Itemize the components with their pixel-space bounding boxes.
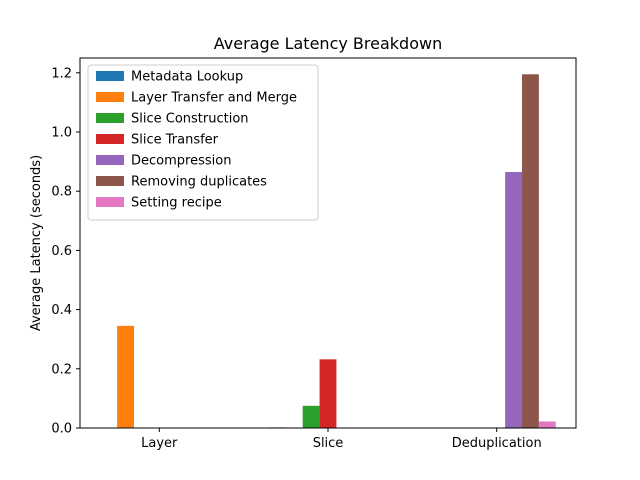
bar-removing-duplicates-deduplication	[522, 74, 539, 428]
y-axis-label: Average Latency (seconds)	[29, 155, 44, 331]
chart-title: Average Latency Breakdown	[214, 34, 442, 53]
y-tick-label: 0.2	[51, 362, 72, 377]
legend: Metadata Lookup Layer Transfer and Merge S…	[87, 64, 319, 221]
legend-swatch	[96, 134, 124, 144]
x-tick-label-slice: Slice	[313, 436, 344, 451]
legend-swatch	[96, 176, 124, 186]
y-tick-label: 0.8	[51, 185, 72, 200]
legend-swatch	[96, 155, 124, 165]
x-tick-label-layer: Layer	[141, 436, 178, 451]
y-tick-label: 0.0	[51, 422, 72, 437]
legend-box	[87, 64, 319, 221]
bar-slice-transfer-slice	[319, 359, 337, 428]
y-tick-label: 0.6	[51, 244, 72, 259]
bar-decompression-deduplication	[505, 171, 523, 428]
legend-swatch	[96, 197, 124, 207]
legend-label: Decompression	[131, 154, 231, 169]
bar-slice-construction-slice	[302, 405, 320, 428]
legend-label: Slice Transfer	[131, 133, 219, 148]
x-ticks-group: Layer Slice Deduplication	[141, 428, 542, 451]
legend-label: Removing duplicates	[131, 175, 267, 190]
legend-label: Layer Transfer and Merge	[131, 91, 297, 106]
bars-group	[117, 74, 556, 429]
legend-label: Metadata Lookup	[131, 70, 243, 85]
x-tick-label-deduplication: Deduplication	[452, 436, 542, 451]
legend-swatch	[96, 92, 124, 102]
bar-setting-recipe-deduplication	[538, 421, 556, 428]
y-tick-label: 1.0	[51, 126, 72, 141]
bar-layer-transfer-and-merge-layer	[117, 325, 134, 428]
legend-swatch	[96, 113, 124, 123]
legend-label: Setting recipe	[131, 196, 222, 211]
plot-frame	[79, 57, 577, 429]
y-tick-label: 1.2	[51, 66, 72, 81]
legend-swatch	[96, 71, 124, 81]
y-ticks-group: 0.0 0.2 0.4 0.6 0.8 1.0 1.2	[51, 66, 80, 437]
legend-label: Slice Construction	[131, 112, 249, 127]
y-tick-label: 0.4	[51, 303, 72, 318]
